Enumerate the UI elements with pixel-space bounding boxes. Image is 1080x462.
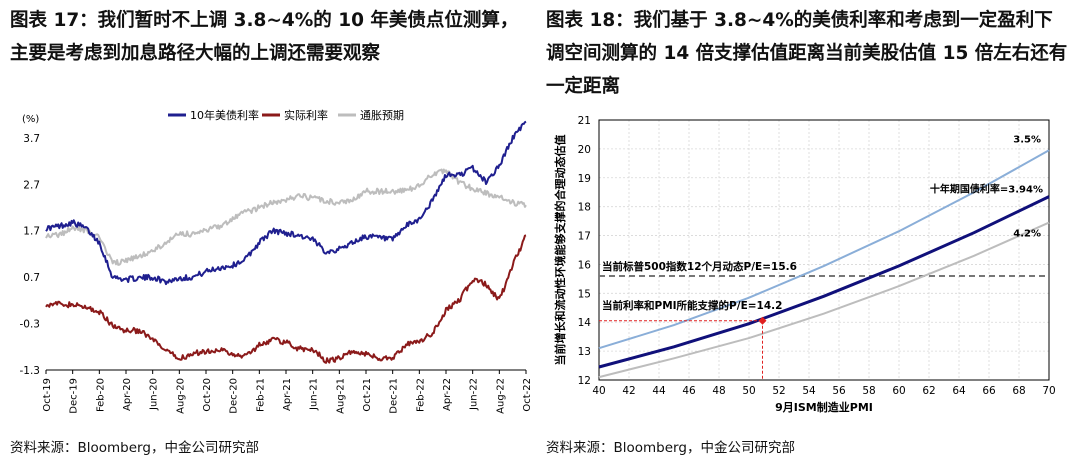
reference-line-label: 当前标普500指数12个月动态P/E=15.6 [602, 260, 797, 273]
x-tick-label: Aug-22 [495, 378, 506, 414]
y-tick-label: 12 [578, 375, 591, 387]
x-tick-label: 68 [1012, 385, 1025, 397]
x-tick-label: 48 [712, 385, 725, 397]
y-tick-label: 13 [578, 346, 591, 358]
series-line-1 [598, 195, 1050, 369]
x-axis-title: 9月ISM制造业PMI [775, 400, 873, 414]
chart-title: 图表 18：我们基于 3.8~4%的美债利率和考虑到一定盈利下调空间测算的 14… [546, 10, 1068, 97]
y-axis-title: 当前增长和流动性环境能够支撑的合理动态估值 [553, 135, 567, 366]
y-tick-label: 20 [578, 144, 591, 156]
x-tick-label: Oct-21 [362, 378, 373, 412]
chart-source: 资料来源：Bloomberg，中金公司研究部 [546, 440, 795, 456]
x-tick-label: 56 [832, 385, 846, 397]
y-tick-label: -0.3 [20, 319, 41, 331]
x-tick-label: 70 [1042, 385, 1055, 397]
x-tick-label: Feb-20 [95, 378, 106, 412]
x-tick-label: 40 [592, 385, 605, 397]
series-label: 3.5% [1013, 134, 1041, 145]
x-tick-label: Aug-20 [175, 378, 186, 414]
x-tick-label: Apr-21 [282, 378, 293, 411]
x-tick-label: 62 [922, 385, 935, 397]
y-tick-label: 14 [578, 317, 592, 329]
x-tick-label: Dec-20 [229, 378, 240, 414]
y-tick-label: 0.7 [23, 272, 40, 284]
x-tick-label: 44 [652, 385, 666, 397]
x-tick-label: Dec-19 [69, 378, 80, 414]
series-label: 4.2% [1013, 229, 1041, 240]
y-axis-unit: (%) [22, 114, 39, 125]
marker-point [758, 316, 767, 325]
series-line-2 [45, 168, 527, 266]
line-chart-pe: 12 13 14 15 16 17 18 19 20 21 40 42 44 46 48 50 52 54 56 58… [553, 115, 1056, 414]
x-tick-label: 60 [892, 385, 905, 397]
y-tick-label: 15 [578, 288, 591, 300]
legend-label: 实际利率 [284, 108, 328, 122]
x-tick-label: 58 [862, 385, 875, 397]
x-tick-label: Aug-21 [335, 378, 346, 414]
x-tick-label: Oct-19 [42, 378, 53, 412]
y-tick-label: 18 [578, 202, 591, 214]
x-tick-label: Feb-21 [255, 378, 266, 412]
y-tick-label: 3.7 [23, 133, 40, 145]
x-tick-label: Jun-21 [309, 378, 320, 411]
x-tick-label: 50 [742, 385, 755, 397]
x-tick-label: Jun-22 [469, 378, 480, 411]
x-tick-label: 64 [952, 385, 966, 397]
y-tick-label: 2.7 [23, 179, 40, 191]
x-tick-label: 66 [982, 385, 996, 397]
x-tick-label: Apr-20 [122, 378, 133, 411]
y-tick-label: 21 [578, 115, 591, 127]
marker-label: 当前利率和PMI所能支撑的P/E=14.2 [602, 299, 782, 312]
series-label: 十年期国债利率=3.94% [930, 183, 1043, 196]
chart-panel-right: 图表 18：我们基于 3.8~4%的美债利率和考虑到一定盈利下调空间测算的 14… [544, 0, 1080, 462]
series-line-1 [45, 234, 527, 364]
chart-title: 图表 17：我们暂时不上调 3.8~4%的 10 年美债点位测算，主要是考虑到加… [10, 10, 519, 64]
chart-panel-left: 图表 17：我们暂时不上调 3.8~4%的 10 年美债点位测算，主要是考虑到加… [0, 0, 536, 462]
x-tick-label: Oct-20 [202, 378, 213, 412]
plot-frame [598, 119, 1050, 381]
x-tick-label: Oct-22 [522, 378, 533, 412]
legend-label: 10年美债利率 [190, 108, 259, 122]
y-tick-label: 1.7 [23, 226, 40, 238]
x-tick-label: Feb-22 [415, 378, 426, 412]
y-tick-label: 19 [578, 173, 591, 185]
x-tick-label: Jun-20 [149, 378, 160, 411]
x-tick-label: 52 [772, 385, 785, 397]
y-tick-label: 17 [578, 231, 591, 243]
x-tick-label: 54 [802, 385, 816, 397]
series-line-0 [45, 120, 527, 286]
y-tick-label: -1.3 [20, 365, 41, 377]
chart-source: 资料来源：Bloomberg，中金公司研究部 [10, 440, 259, 456]
legend-label: 通胀预期 [360, 109, 404, 122]
x-tick-label: 46 [682, 385, 696, 397]
x-tick-label: Dec-21 [389, 378, 400, 414]
series-line-2 [598, 221, 1050, 379]
x-tick-label: Apr-22 [442, 378, 453, 411]
series-line-0 [598, 149, 1050, 350]
y-tick-label: 16 [578, 259, 592, 271]
x-tick-label: 42 [622, 385, 635, 397]
